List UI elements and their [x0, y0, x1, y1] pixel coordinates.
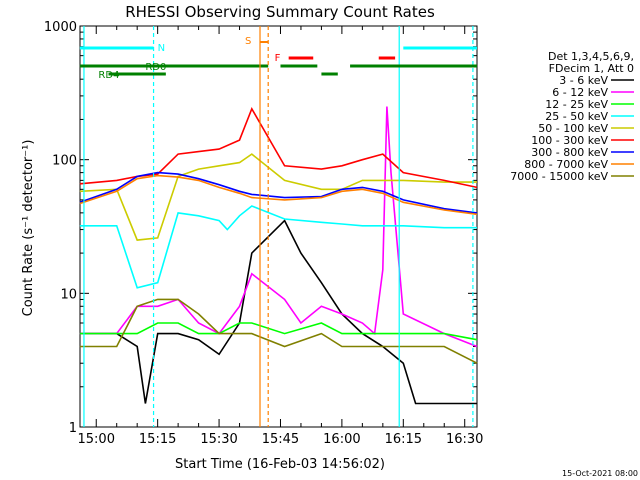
- x-tick-label: 16:15: [385, 432, 422, 447]
- legend-header: Det 1,3,4,5,6,9,: [548, 50, 634, 63]
- series-line-5: [79, 106, 478, 189]
- legend-entry: 3 - 6 keV: [559, 74, 608, 87]
- footer-date: 15-Oct-2021 08:00: [562, 469, 638, 478]
- x-tick-label: 15:30: [200, 432, 237, 447]
- y-tick-label: 1: [69, 421, 77, 436]
- series-lines: [79, 106, 478, 405]
- x-tick-label: 16:00: [323, 432, 360, 447]
- y-axis-label: Count Rate (s⁻¹ detector⁻¹): [21, 140, 36, 317]
- x-tick-label: 15:45: [262, 432, 299, 447]
- saa-label: S: [245, 36, 251, 47]
- x-tick-label: 15:15: [139, 432, 176, 447]
- y-tick-label: 100: [52, 154, 77, 169]
- y-tick-label: 10: [60, 287, 77, 302]
- y-tick-label: 1000: [44, 20, 77, 35]
- legend-entry: 100 - 300 keV: [531, 134, 608, 147]
- legend: Det 1,3,4,5,6,9,FDecim 1, Att 03 - 6 keV…: [510, 50, 634, 183]
- legend-entry: 25 - 50 keV: [545, 110, 608, 123]
- x-tick-label: 15:00: [78, 432, 115, 447]
- chart-title: RHESSI Observing Summary Count Rates: [125, 3, 435, 21]
- instrument-flags: N RD0 RD4 S F: [79, 26, 477, 427]
- series-line-7: [79, 174, 478, 216]
- legend-entry: 7000 - 15000 keV: [510, 170, 608, 183]
- series-line-3: [79, 205, 477, 289]
- rd4-label: RD4: [98, 70, 119, 81]
- legend-entry: 50 - 100 keV: [538, 122, 608, 135]
- legend-entry: 300 - 800 keV: [531, 146, 608, 159]
- legend-entry: 12 - 25 keV: [545, 98, 608, 111]
- rd0-label: RD0: [145, 62, 166, 73]
- series-line-6: [79, 171, 478, 214]
- plot-area: 15:00 15:15 15:30 15:45 16:00 16:15 16:30 1 10 10…: [44, 20, 484, 447]
- x-axis-label: Start Time (16-Feb-03 14:56:02): [175, 457, 385, 472]
- series-line-2: [79, 322, 478, 341]
- legend-entry: 6 - 12 keV: [552, 86, 608, 99]
- legend-entry: 800 - 7000 keV: [524, 158, 608, 171]
- legend-header: FDecim 1, Att 0: [549, 62, 634, 75]
- flare-flag-label: F: [275, 53, 281, 64]
- x-tick-label: 16:30: [446, 432, 483, 447]
- series-line-1: [79, 106, 478, 348]
- night-flag-label: N: [158, 43, 165, 54]
- series-line-4: [79, 153, 477, 241]
- series-line-8: [79, 298, 478, 364]
